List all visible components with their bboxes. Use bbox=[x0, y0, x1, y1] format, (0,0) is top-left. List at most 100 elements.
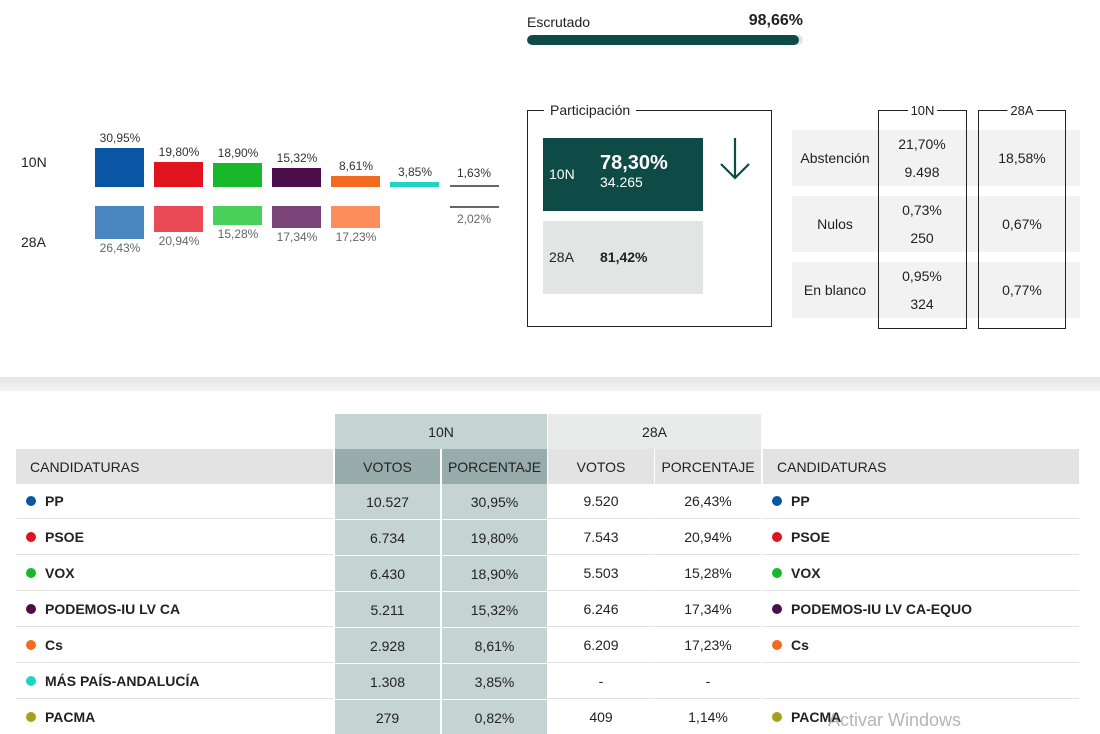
blanco-10n-pct: 0,95% bbox=[902, 268, 942, 284]
table-cell-pct-28a: 1,14% bbox=[655, 700, 761, 734]
group-header-28a: 28A bbox=[548, 414, 761, 449]
table-row-party-10n: MÁS PAÍS-ANDALUCÍA bbox=[16, 664, 333, 699]
table-cell-pct-10n: 3,85% bbox=[442, 664, 547, 699]
participacion-28a-label: 28A bbox=[549, 249, 574, 265]
table-row-party-10n: VOX bbox=[16, 556, 333, 591]
participacion-28a-pct: 81,42% bbox=[600, 249, 648, 265]
blanco-label: En blanco bbox=[803, 282, 867, 298]
abstencion-label: Abstención bbox=[800, 150, 870, 166]
party-color-dot bbox=[772, 496, 782, 506]
bar-label-10n-4: 8,61% bbox=[338, 159, 374, 174]
nulos-label: Nulos bbox=[817, 216, 853, 232]
bar-10n-0 bbox=[95, 148, 144, 187]
table-row-party-28a: PSOE bbox=[763, 520, 1079, 555]
arrow-down-icon bbox=[720, 138, 750, 180]
party-name: VOX bbox=[791, 565, 821, 581]
table-cell-votos-28a: 9.520 bbox=[548, 484, 654, 519]
table-cell-pct-10n: 30,95% bbox=[442, 484, 547, 519]
party-name: PSOE bbox=[791, 529, 830, 545]
bar-label-28a-0: 26,43% bbox=[99, 241, 141, 256]
party-name: MÁS PAÍS-ANDALUCÍA bbox=[45, 673, 200, 689]
table-row-party-10n: Cs bbox=[16, 628, 333, 663]
participacion-28a: 28A 81,42% bbox=[543, 221, 703, 294]
header-votos-28a: VOTOS bbox=[548, 449, 654, 484]
participacion-10n-votes: 34.265 bbox=[600, 174, 643, 190]
escrutado-bar-fill bbox=[527, 35, 800, 45]
table-row-party-28a: VOX bbox=[763, 556, 1079, 591]
bar-label-10n-3: 15,32% bbox=[276, 150, 318, 165]
bar-28a-1 bbox=[154, 206, 203, 233]
blanco-10n-votes: 324 bbox=[910, 296, 934, 312]
party-name: PACMA bbox=[791, 709, 842, 725]
party-name: PP bbox=[791, 493, 810, 509]
table-cell-pct-28a: 26,43% bbox=[655, 484, 761, 519]
table-cell-pct-28a: 15,28% bbox=[655, 556, 761, 591]
party-color-dot bbox=[772, 532, 782, 542]
party-name: PODEMOS-IU LV CA bbox=[45, 601, 181, 617]
table-cell-pct-28a: - bbox=[655, 664, 761, 699]
party-name: PP bbox=[45, 493, 64, 509]
table-cell-pct-28a: 20,94% bbox=[655, 520, 761, 555]
table-cell-votos-10n: 10.527 bbox=[335, 484, 440, 519]
table-cell-pct-10n: 15,32% bbox=[442, 592, 547, 627]
group-header-10n: 10N bbox=[335, 414, 547, 449]
bar-label-10n-6: 1,63% bbox=[456, 166, 492, 180]
table-cell-votos-28a: - bbox=[548, 664, 654, 699]
party-color-dot bbox=[26, 532, 36, 542]
escrutado-value: 98,66% bbox=[748, 12, 803, 29]
table-cell-pct-10n: 0,82% bbox=[442, 700, 547, 734]
escrutado-progress: Escrutado 98,66% bbox=[527, 8, 803, 45]
column-header-28a: 28A bbox=[1007, 103, 1037, 118]
header-votos-10n: VOTOS bbox=[335, 449, 440, 484]
column-frame-10n: 10N bbox=[878, 103, 967, 329]
table-row-party-28a: PODEMOS-IU LV CA-EQUO bbox=[763, 592, 1079, 627]
bar-10n-6 bbox=[450, 185, 499, 187]
participacion-title: Participación bbox=[544, 102, 637, 118]
participacion-10n: 10N 78,30% 34.265 bbox=[543, 138, 703, 211]
bar-10n-2 bbox=[213, 163, 262, 187]
table-row-party-28a bbox=[763, 664, 1079, 699]
party-name: VOX bbox=[45, 565, 75, 581]
party-color-dot bbox=[26, 676, 36, 686]
header-candidaturas-10n: CANDIDATURAS bbox=[16, 449, 333, 484]
table-row-party-28a: PP bbox=[763, 484, 1079, 519]
abstencion-row: Abstención 21,70% 9.498 18,58% bbox=[792, 130, 1080, 186]
party-color-dot bbox=[772, 712, 782, 722]
table-row-party-10n: PSOE bbox=[16, 520, 333, 555]
bar-label-10n-1: 19,80% bbox=[158, 145, 200, 160]
bar-28a-6 bbox=[450, 206, 499, 208]
windows-activation-watermark: Activar Windows bbox=[828, 710, 962, 730]
party-color-dot bbox=[772, 640, 782, 650]
participacion-10n-label: 10N bbox=[549, 166, 575, 182]
table-cell-votos-28a: 409 bbox=[548, 700, 654, 734]
bar-label-28a-6: 2,02% bbox=[456, 212, 492, 226]
bar-28a-2 bbox=[213, 206, 262, 226]
bar-28a-3 bbox=[272, 206, 321, 228]
row-label-10n: 10N bbox=[21, 154, 47, 170]
participacion-panel: Participación 10N 78,30% 34.265 28A 81,4… bbox=[527, 102, 772, 327]
bar-28a-0 bbox=[95, 206, 144, 240]
row-label-28a: 28A bbox=[21, 234, 46, 250]
party-color-dot bbox=[772, 604, 782, 614]
bar-label-28a-1: 20,94% bbox=[158, 234, 200, 249]
party-comparison-bars: 30,95% 26,43% 19,80% 20,94% 18,90% 15,28% 15,3… bbox=[0, 0, 520, 300]
party-color-dot bbox=[26, 640, 36, 650]
blanco-row: En blanco 0,95% 324 0,77% bbox=[792, 262, 1080, 318]
bar-28a-4 bbox=[331, 206, 380, 228]
blanco-28a-pct: 0,77% bbox=[1002, 282, 1042, 298]
header-candidaturas-28a: CANDIDATURAS bbox=[763, 449, 1079, 484]
bar-label-10n-2: 18,90% bbox=[217, 146, 259, 161]
bar-label-10n-5: 3,85% bbox=[397, 165, 433, 180]
abstencion-10n-pct: 21,70% bbox=[898, 136, 946, 152]
party-color-dot bbox=[26, 712, 36, 722]
column-frame-28a: 28A bbox=[978, 103, 1066, 329]
abstencion-28a-pct: 18,58% bbox=[998, 150, 1046, 166]
escrutado-bar bbox=[527, 35, 803, 45]
party-name: Cs bbox=[45, 637, 63, 653]
table-cell-pct-10n: 8,61% bbox=[442, 628, 547, 663]
bar-label-28a-2: 15,28% bbox=[217, 227, 259, 242]
party-color-dot bbox=[26, 568, 36, 578]
bar-10n-1 bbox=[154, 162, 203, 187]
nulos-row: Nulos 0,73% 250 0,67% bbox=[792, 196, 1080, 252]
bar-10n-4 bbox=[331, 176, 380, 187]
